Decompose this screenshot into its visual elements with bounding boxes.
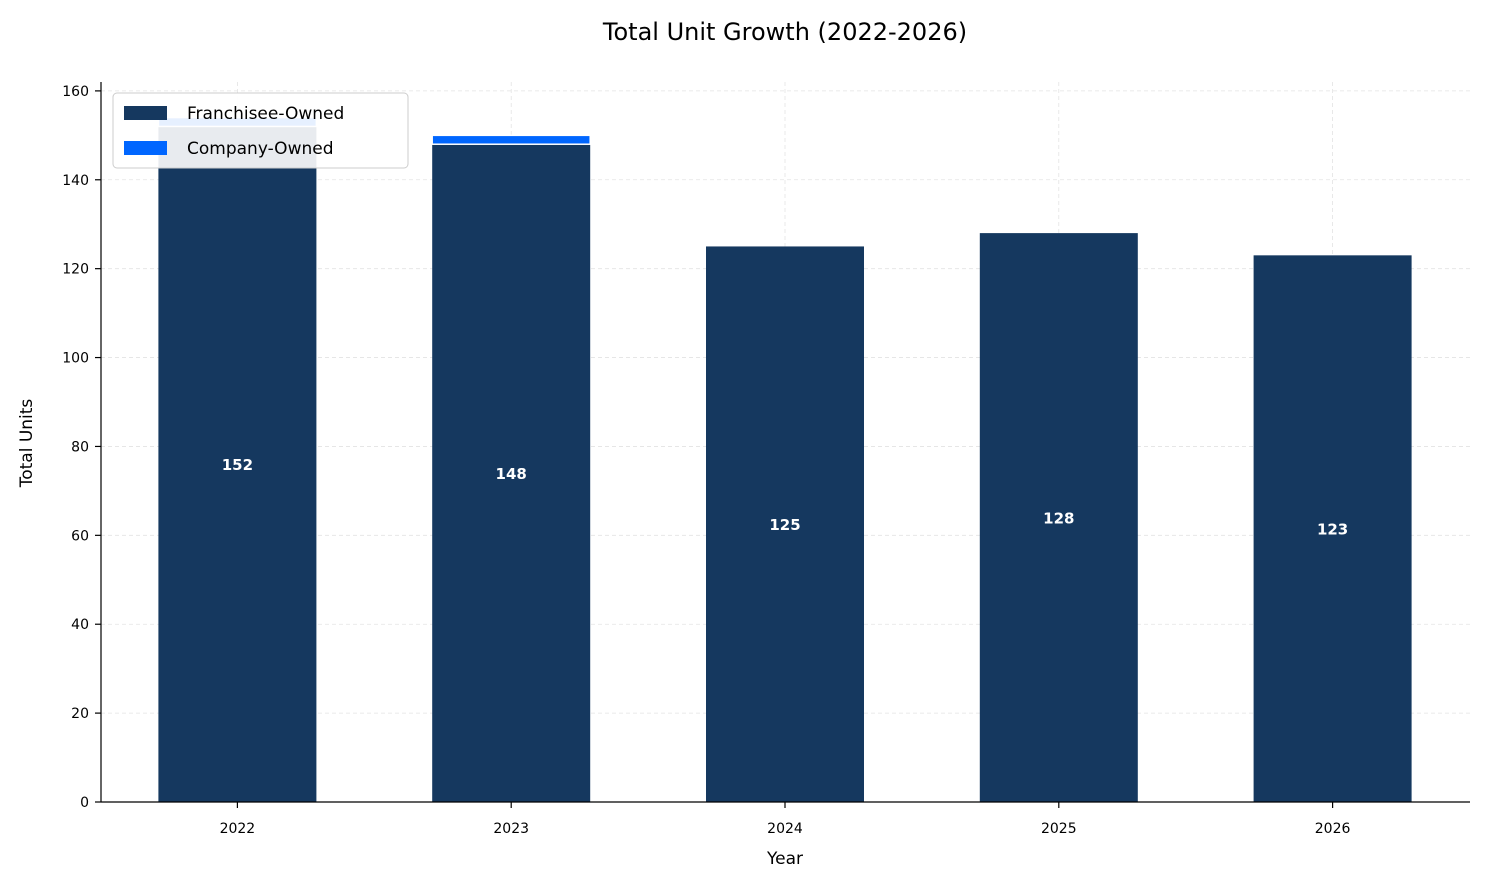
legend-swatch-company bbox=[124, 141, 167, 155]
chart-title: Total Unit Growth (2022-2026) bbox=[602, 18, 967, 46]
x-ticks: 2022 2023 2024 2025 2026 bbox=[220, 802, 1351, 837]
data-label-2024: 125 bbox=[769, 516, 800, 534]
legend: Franchisee-Owned Company-Owned bbox=[112, 92, 409, 169]
bar-franchisee-2025 bbox=[979, 233, 1138, 803]
bar-franchisee-2022 bbox=[158, 126, 317, 802]
bar-franchisee-2024 bbox=[706, 246, 864, 802]
y-tick-label: 120 bbox=[62, 262, 89, 278]
y-axis-label: Total Units bbox=[17, 399, 37, 489]
x-axis-label: Year bbox=[766, 849, 803, 869]
y-tick-label: 140 bbox=[62, 173, 89, 189]
x-tick-label: 2026 bbox=[1315, 821, 1351, 837]
y-tick-label: 20 bbox=[71, 706, 89, 722]
y-tick-label: 100 bbox=[62, 351, 89, 367]
y-tick-label: 80 bbox=[71, 439, 89, 455]
legend-label-company: Company-Owned bbox=[187, 139, 334, 159]
legend-label-franchisee: Franchisee-Owned bbox=[187, 104, 344, 124]
bar-franchisee-2026 bbox=[1253, 255, 1412, 803]
y-tick-label: 40 bbox=[71, 617, 89, 633]
data-label-2025: 128 bbox=[1043, 510, 1074, 528]
y-ticks: 0 20 40 60 80 100 120 140 160 bbox=[62, 84, 101, 811]
x-tick-label: 2022 bbox=[220, 821, 256, 837]
x-tick-label: 2025 bbox=[1041, 821, 1077, 837]
data-label-2026: 123 bbox=[1317, 521, 1348, 539]
bars bbox=[157, 116, 1412, 803]
data-labels: 152 148 125 128 123 bbox=[222, 456, 1349, 538]
legend-box bbox=[112, 92, 409, 169]
x-tick-label: 2024 bbox=[767, 821, 803, 837]
bar-company-2023 bbox=[431, 134, 591, 145]
bar-franchisee-2023 bbox=[432, 144, 591, 802]
data-label-2022: 152 bbox=[222, 456, 253, 474]
data-label-2023: 148 bbox=[496, 465, 527, 483]
y-tick-label: 60 bbox=[71, 528, 89, 544]
legend-swatch-franchisee bbox=[124, 106, 167, 120]
y-tick-label: 0 bbox=[80, 795, 89, 811]
y-tick-label: 160 bbox=[62, 84, 89, 100]
x-tick-label: 2023 bbox=[493, 821, 529, 837]
